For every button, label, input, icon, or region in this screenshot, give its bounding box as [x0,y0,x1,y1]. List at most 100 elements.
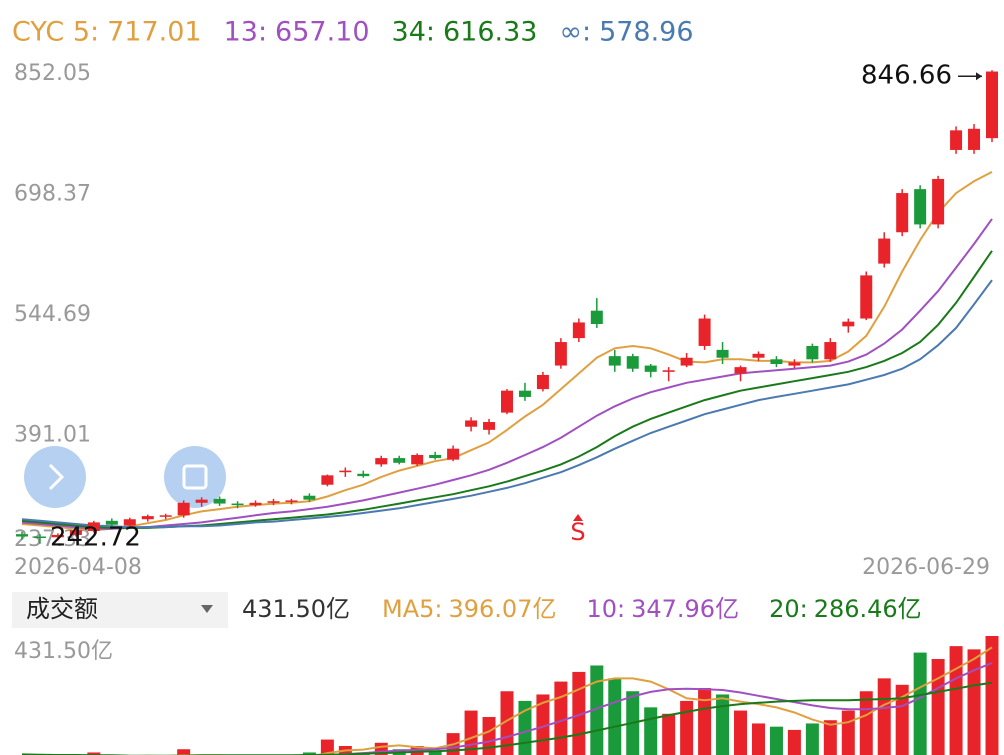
ma-line [21,279,993,529]
volume-current: 431.50亿 [242,595,350,623]
candle-body [518,390,531,397]
candle-body [339,470,352,473]
candle-body [105,520,118,525]
ma-line [21,218,993,530]
y-tick-label: 698.37 [14,182,91,207]
volume-bar [302,752,316,755]
candle-body [231,503,244,506]
volume-legend-name: 20: [769,595,808,623]
volume-legend-value: 396.07亿 [448,595,556,623]
volume-bar [967,649,981,755]
volume-bar [500,691,514,755]
volume-ma-line [22,661,993,755]
volume-bar [895,684,909,755]
candle-body [195,499,208,503]
volume-selector[interactable] [12,592,228,628]
candle-body [87,522,100,532]
dropdown-arrow[interactable] [201,605,213,613]
candle-body [429,454,442,459]
x-tick-label: 2026-06-29 [862,555,990,580]
volume-bar [823,720,837,755]
signal-label: S [570,518,585,546]
candle-body [177,502,190,516]
legend-value: 657.10 [275,17,369,48]
volume-bar [680,700,694,755]
candle-body [375,458,388,465]
candle-body [554,342,567,366]
candle-body [447,448,460,460]
signal-triangle [573,514,583,521]
candle-body [788,362,801,366]
candle-body [914,189,927,225]
volume-ma-line [21,681,993,755]
volume-legend-value: 286.46亿 [814,595,922,623]
volume-bar [320,739,334,755]
candle-body [896,193,909,233]
volume-bar [177,749,191,755]
candle-body [824,342,837,360]
candle-body [842,321,855,327]
candle-body [878,238,891,264]
candle-body [626,356,639,369]
candle-body [357,473,370,477]
volume-bar [716,694,730,755]
candle-body [51,534,64,538]
y-tick-label: 544.69 [14,302,91,327]
legend-value: 717.01 [107,17,201,48]
volume-bar [805,723,819,755]
candle-body [321,475,334,485]
volume-bar [913,652,927,755]
max-label: 846.66 [861,61,952,91]
y-tick-label: 391.01 [14,423,91,448]
candle-body [716,349,729,358]
candle-body [950,130,963,150]
volume-bar [931,659,945,755]
volume-title: 成交额 [26,595,98,623]
candle-body [141,516,154,520]
candle-body [608,356,621,366]
legend-name: 34: [392,17,435,48]
volume-bar [769,726,783,755]
volume-legend-name: MA5: [382,595,442,623]
volume-bar [87,752,101,755]
volume-bar [734,710,748,755]
candle-body [465,420,478,427]
volume-bar [698,688,712,755]
volume-bar [787,729,801,755]
volume-ma-line [22,646,993,755]
candle-body [123,519,136,526]
candle-body [932,178,945,225]
candle-body [33,536,46,538]
volume-bar [608,678,622,755]
candle-body [483,422,496,430]
y-tick-label: 431.50亿 [14,639,113,664]
expand-button[interactable] [24,446,86,508]
candle-body [501,390,513,413]
legend-name: ∞: [559,17,591,48]
candle-body [572,322,585,339]
candle-body [69,530,82,535]
volume-bar [877,678,891,755]
candle-body [267,501,280,503]
candle-body [159,515,172,517]
candle-body [644,365,657,372]
volume-bar [859,691,873,755]
x-tick-label: 2026-04-08 [14,555,142,580]
volume-panel [21,636,999,755]
candle-body [16,534,28,537]
y-tick-label: 852.05 [14,61,91,86]
candle-body [770,359,783,364]
candle-body [285,500,298,502]
max-arrow-head [976,72,982,81]
candle-body [590,310,603,325]
min-label: 242.72 [50,522,141,552]
candle-body [968,128,981,150]
candle-body [536,374,549,390]
expand-icon [48,463,65,491]
candle-body [680,357,693,366]
tool-button[interactable] [164,446,226,508]
legend-name: 13: [224,17,267,48]
candle-body [249,502,262,506]
volume-bar [751,723,765,755]
